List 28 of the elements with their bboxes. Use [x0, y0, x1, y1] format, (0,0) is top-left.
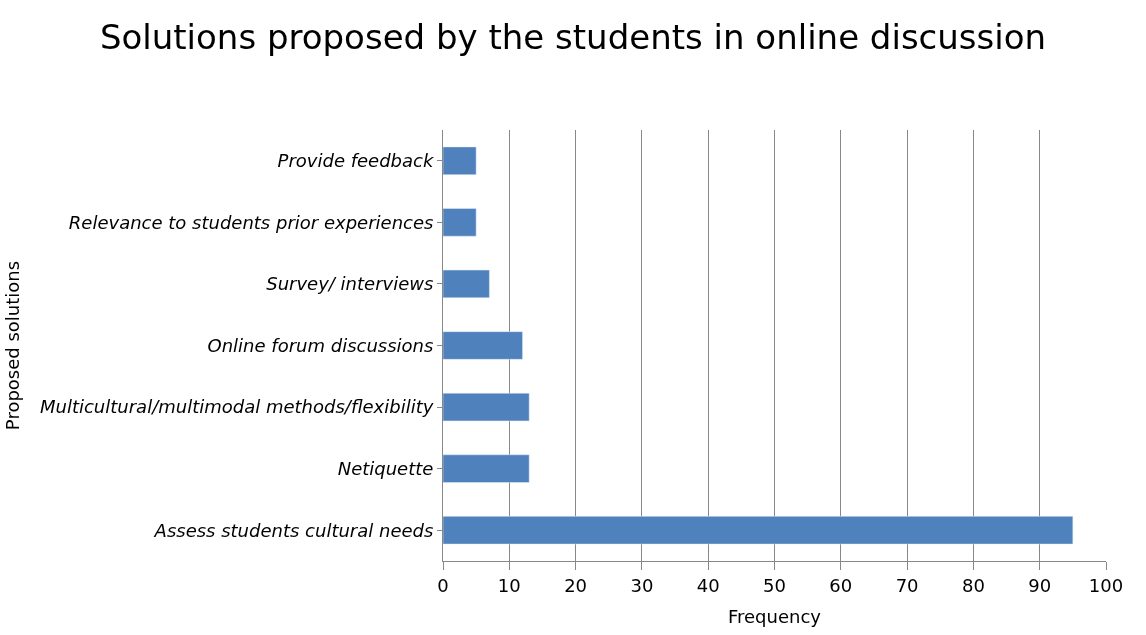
bar [443, 146, 477, 175]
chart-title: Solutions proposed by the students in online discussion [99, 17, 1047, 58]
x-tick-label: 0 [437, 574, 449, 596]
bar [443, 516, 1074, 545]
bar [443, 454, 530, 483]
x-tick-label: 70 [895, 574, 919, 596]
y-tick-label: Relevance to students prior experiences [68, 211, 434, 233]
x-tick-label: 30 [630, 574, 654, 596]
y-tick-label: Provide feedback [277, 150, 435, 172]
bar [443, 269, 490, 299]
x-tick-label: 20 [564, 574, 588, 596]
y-axis-title: Proposed solutions [2, 260, 24, 431]
x-tick-label: 80 [961, 574, 985, 596]
x-tick-label: 50 [763, 574, 786, 596]
y-tick-label: Survey/ interviews [266, 273, 434, 295]
y-tick-label: Netiquette [337, 457, 434, 479]
y-tick-label: Online forum discussions [207, 334, 434, 356]
x-tick-label: 40 [696, 574, 720, 596]
bar [443, 392, 530, 422]
x-tick-label: 90 [1028, 574, 1052, 596]
x-tick-label: 60 [829, 574, 853, 596]
bar [443, 208, 477, 237]
x-tick-label: 10 [497, 574, 521, 596]
y-tick-label: Assess students cultural needs [153, 519, 434, 541]
bar [443, 331, 523, 360]
y-tick-label: Multicultural/multimodal methods/flexibility [39, 396, 434, 418]
x-axis-title: Frequency [728, 605, 822, 627]
x-tick-label: 100 [1088, 574, 1124, 596]
